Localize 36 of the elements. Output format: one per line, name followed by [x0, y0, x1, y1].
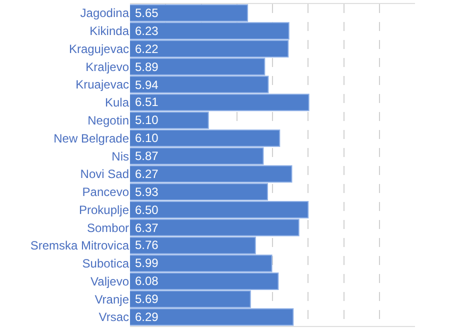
data-label: 5.93 — [135, 185, 159, 199]
data-label: 6.50 — [135, 203, 159, 217]
data-label: 6.27 — [135, 167, 159, 181]
data-label: 6.29 — [135, 310, 159, 324]
y-tick-label: Kraljevo — [86, 60, 130, 74]
y-tick-label: Kula — [104, 96, 130, 110]
y-tick-label: Sombor — [86, 220, 129, 235]
data-label: 6.37 — [135, 221, 159, 235]
data-label: 5.94 — [135, 78, 159, 92]
data-label: 5.65 — [135, 6, 159, 20]
y-tick-label: Kruajevac — [76, 78, 129, 92]
data-label: 5.10 — [135, 113, 159, 127]
y-tick-label: Pancevo — [82, 185, 130, 200]
data-label: 6.51 — [135, 95, 159, 109]
y-tick-label: New Belgrade — [54, 131, 130, 146]
y-tick-label: Nis — [112, 149, 129, 164]
y-tick-label: Subotica — [82, 256, 130, 271]
data-label: 5.76 — [135, 238, 159, 252]
data-label: 5.69 — [135, 292, 159, 306]
y-tick-label: Valjevo — [90, 274, 130, 288]
y-tick-label: Sremska Mitrovica — [30, 238, 130, 253]
y-tick-label: Jagodina — [80, 6, 130, 20]
data-label: 6.10 — [135, 131, 159, 145]
y-tick-label: Vrsac — [98, 310, 129, 324]
data-label: 6.08 — [135, 274, 159, 288]
y-tick-label: Kragujevac — [68, 42, 129, 56]
data-label: 6.22 — [135, 42, 159, 56]
y-tick-label: Kikinda — [90, 24, 130, 38]
data-label: 6.23 — [135, 24, 159, 38]
y-tick-label: Vranje — [94, 292, 130, 306]
y-tick-label: Novi Sad — [80, 167, 129, 182]
data-label: 5.89 — [135, 60, 159, 74]
y-tick-label: Negotin — [88, 113, 129, 128]
data-label: 5.99 — [135, 256, 159, 270]
y-tick-label: Prokuplje — [78, 202, 130, 217]
data-label: 5.87 — [135, 149, 159, 163]
